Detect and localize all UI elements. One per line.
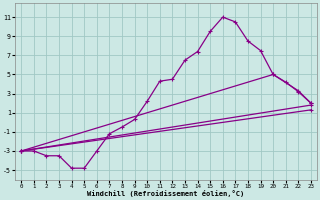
X-axis label: Windchill (Refroidissement éolien,°C): Windchill (Refroidissement éolien,°C) — [87, 190, 245, 197]
